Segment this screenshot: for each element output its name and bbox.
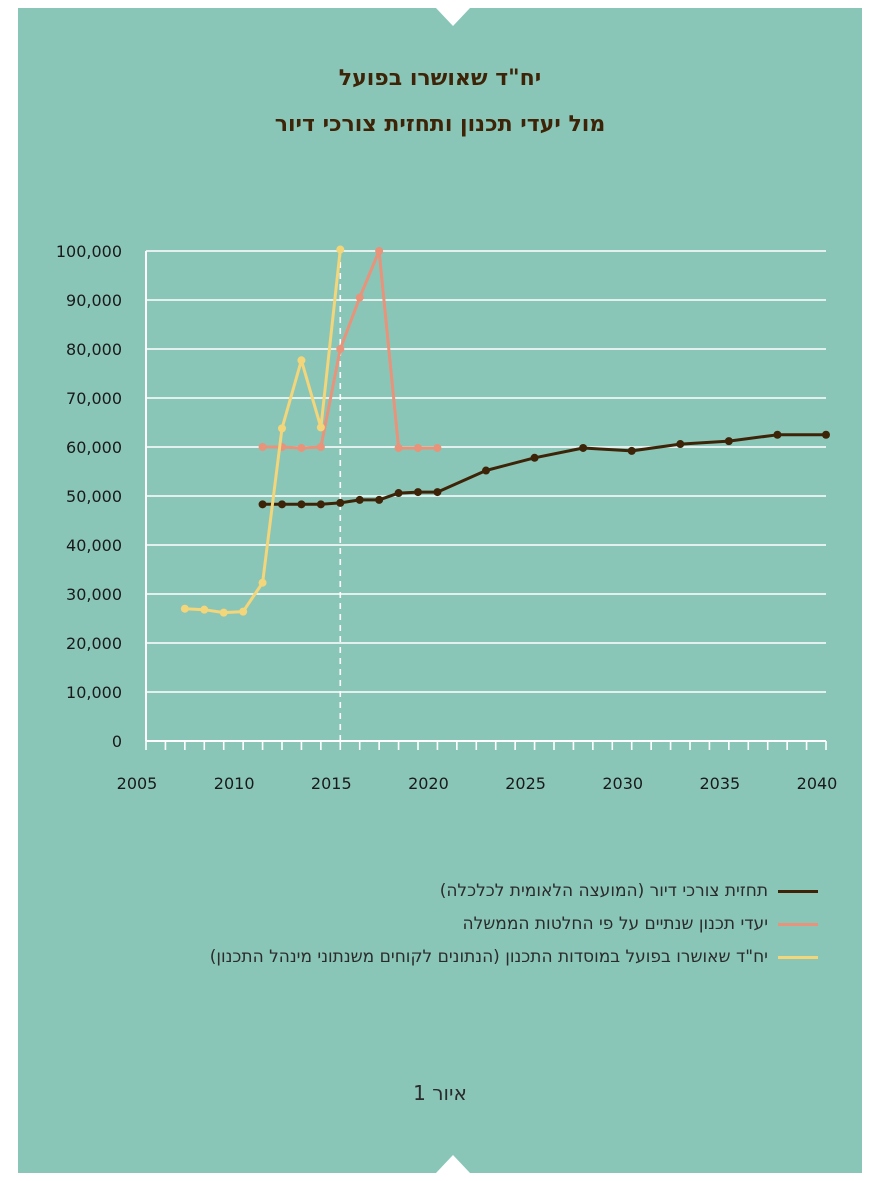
forecast-series-point — [278, 500, 286, 509]
forecast-series-point — [433, 488, 442, 497]
approved-series-point — [278, 424, 286, 433]
targets-series-line — [262, 249, 438, 450]
forecast-series-point — [579, 443, 588, 452]
forecast-series-point — [676, 440, 685, 449]
forecast-series-point — [627, 446, 636, 455]
legend-item-targets: יעדי תכנון שנתיים על פי החלטות הממשלה — [98, 910, 818, 938]
legend-item-forecast: תחזית צורכי דיור (המועצה הלאומית לכלכלה) — [98, 877, 818, 905]
legend-label-targets: יעדי תכנון שנתיים על פי החלטות הממשלה — [462, 914, 768, 934]
approved-series-point — [336, 245, 345, 254]
legend-label-forecast: תחזית צורכי דיור (המועצה הלאומית לכלכלה) — [439, 881, 768, 901]
targets-series-point — [336, 345, 345, 353]
y-tick-label: 50,000 — [66, 487, 122, 506]
approved-series-point — [258, 578, 267, 587]
approved-series-point — [316, 423, 325, 432]
y-tick-label: 40,000 — [66, 536, 122, 555]
targets-series-point — [433, 443, 442, 452]
x-tick-label: 2010 — [214, 774, 255, 793]
forecast-series-point — [336, 498, 345, 507]
figure-panel — [18, 8, 862, 1173]
forecast-series-point — [316, 500, 325, 509]
y-tick-label: 70,000 — [66, 389, 122, 408]
forecast-series-point — [822, 430, 830, 439]
forecast-series-point — [355, 495, 364, 504]
legend-swatch-approved — [778, 956, 818, 959]
approved-series-point — [180, 604, 189, 613]
targets-series-point — [297, 443, 306, 452]
y-tick-label: 30,000 — [66, 585, 122, 604]
approved-series-point — [200, 605, 209, 614]
x-tick-label: 2005 — [117, 774, 158, 793]
x-tick-label: 2040 — [797, 774, 838, 793]
approved-series-point — [219, 608, 228, 617]
chart-title-line-2: מול יעדי תכנון ותחזית צורכי דיור — [274, 112, 606, 137]
approved-series-point — [239, 607, 248, 616]
forecast-series-point — [414, 488, 422, 497]
y-tick-label: 0 — [112, 732, 122, 751]
forecast-series-point — [482, 466, 490, 475]
y-tick-label: 20,000 — [66, 634, 122, 653]
figure-caption: איור 1 — [413, 1081, 467, 1105]
chart-legend: תחזית צורכי דיור (המועצה הלאומית לכלכלה)… — [98, 877, 818, 971]
y-tick-label: 90,000 — [66, 291, 122, 310]
y-tick-label: 10,000 — [66, 683, 122, 702]
x-tick-label: 2015 — [311, 774, 352, 793]
y-tick-label: 100,000 — [56, 242, 122, 261]
top-notch — [436, 8, 470, 26]
approved-series-point — [297, 356, 306, 365]
forecast-series-point — [724, 437, 733, 446]
x-tick-label: 2035 — [699, 774, 740, 793]
legend-item-approved: יח"ד שאושרו בפועל במוסדות התכנון (הנתוני… — [98, 943, 818, 971]
x-tick-label: 2020 — [408, 774, 449, 793]
legend-swatch-targets — [778, 923, 818, 926]
targets-series-point — [414, 443, 422, 452]
chart-title-line-1: יח"ד שאושרו בפועל — [338, 66, 542, 91]
targets-series-point — [258, 443, 267, 451]
forecast-series-point — [530, 453, 539, 462]
targets-series-point — [394, 443, 403, 452]
forecast-series-point — [375, 495, 384, 504]
forecast-series-point — [773, 430, 782, 439]
targets-series-point — [355, 293, 364, 302]
legend-label-approved: יח"ד שאושרו בפועל במוסדות התכנון (הנתוני… — [209, 947, 768, 967]
legend-swatch-forecast — [778, 890, 818, 893]
bottom-notch — [436, 1155, 470, 1173]
y-tick-label: 60,000 — [66, 438, 122, 457]
forecast-series-point — [297, 500, 306, 509]
y-tick-label: 80,000 — [66, 340, 122, 359]
approved-series-line — [184, 249, 342, 615]
x-tick-label: 2025 — [505, 774, 546, 793]
x-tick-label: 2030 — [602, 774, 643, 793]
forecast-series-point — [258, 500, 267, 509]
targets-series-point — [316, 443, 325, 451]
forecast-series-line — [262, 433, 826, 506]
forecast-series-point — [394, 489, 403, 498]
line-chart: 0 10,000 20,000 30,000 40,000 50,000 60,000 70,… — [56, 242, 838, 793]
targets-series-point — [375, 247, 384, 255]
